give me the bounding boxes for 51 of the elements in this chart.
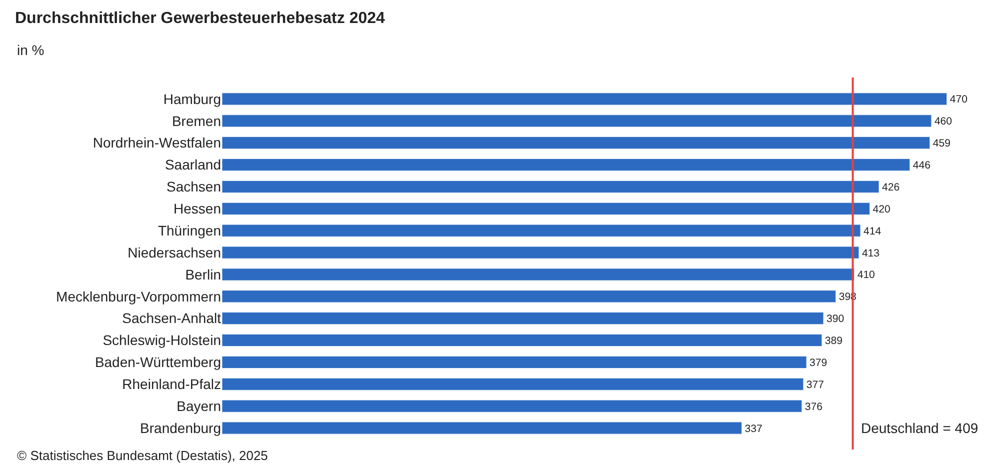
data-label: 377 xyxy=(806,378,824,391)
y-tick-label: Berlin xyxy=(185,266,221,282)
y-tick-label: Bremen xyxy=(172,112,221,129)
bar xyxy=(222,92,948,106)
bar xyxy=(222,312,824,325)
y-tick-label: Thüringen xyxy=(158,222,221,238)
ref-line-label: Deutschland = 409 xyxy=(861,420,978,436)
data-label: 414 xyxy=(863,225,882,238)
y-tick-label: Saarland xyxy=(164,156,221,173)
bar xyxy=(222,158,910,172)
annotation: © Statistisches Bundesamt (Destatis), 2025 xyxy=(17,448,268,463)
y-tick-label: Sachsen xyxy=(166,178,221,195)
y-tick-label: Baden-Württemberg xyxy=(94,354,221,370)
y-tick-label: Hamburg xyxy=(163,90,221,107)
y-tick-label: Sachsen-Anhalt xyxy=(122,310,222,326)
bar xyxy=(222,268,855,281)
data-label: 446 xyxy=(912,160,931,172)
y-tick-label: Mecklenburg-Vorpommern xyxy=(56,288,221,304)
y-tick-label: Brandenburg xyxy=(140,420,221,436)
text: in % xyxy=(17,42,44,58)
data-label: 420 xyxy=(872,203,890,216)
bar xyxy=(222,378,804,390)
data-label: 390 xyxy=(826,313,844,326)
bar xyxy=(222,136,930,150)
data-label: 413 xyxy=(862,247,880,260)
bar xyxy=(222,180,880,193)
chart-title: Durchschnittlicher Gewerbesteuerhebesatz 2024 xyxy=(15,10,386,27)
y-tick-label: Bayern xyxy=(176,398,221,414)
data-label: 470 xyxy=(950,94,968,106)
y-tick-label: Niedersachsen xyxy=(128,244,221,260)
bar xyxy=(222,422,742,434)
bar xyxy=(222,246,860,259)
y-tick-label: Nordrhein-Westfalen xyxy=(92,134,221,151)
data-label: 389 xyxy=(824,335,843,348)
data-label: 379 xyxy=(810,356,828,369)
bar xyxy=(222,356,807,368)
data-label: 410 xyxy=(857,269,876,282)
bar xyxy=(222,224,861,237)
data-label: 459 xyxy=(932,138,951,150)
data-label: 460 xyxy=(934,116,952,128)
bar xyxy=(222,114,932,128)
bar xyxy=(222,400,802,412)
data-label: 337 xyxy=(744,422,762,435)
y-tick-label: Hessen xyxy=(174,200,221,217)
y-tick-label: Schleswig-Holstein xyxy=(102,332,221,348)
bar xyxy=(222,334,822,347)
bar xyxy=(222,290,836,303)
data-label: 426 xyxy=(882,181,900,194)
y-tick-label: Rheinland-Pfalz xyxy=(122,376,221,392)
data-label: 376 xyxy=(804,400,823,413)
bar xyxy=(222,202,870,215)
